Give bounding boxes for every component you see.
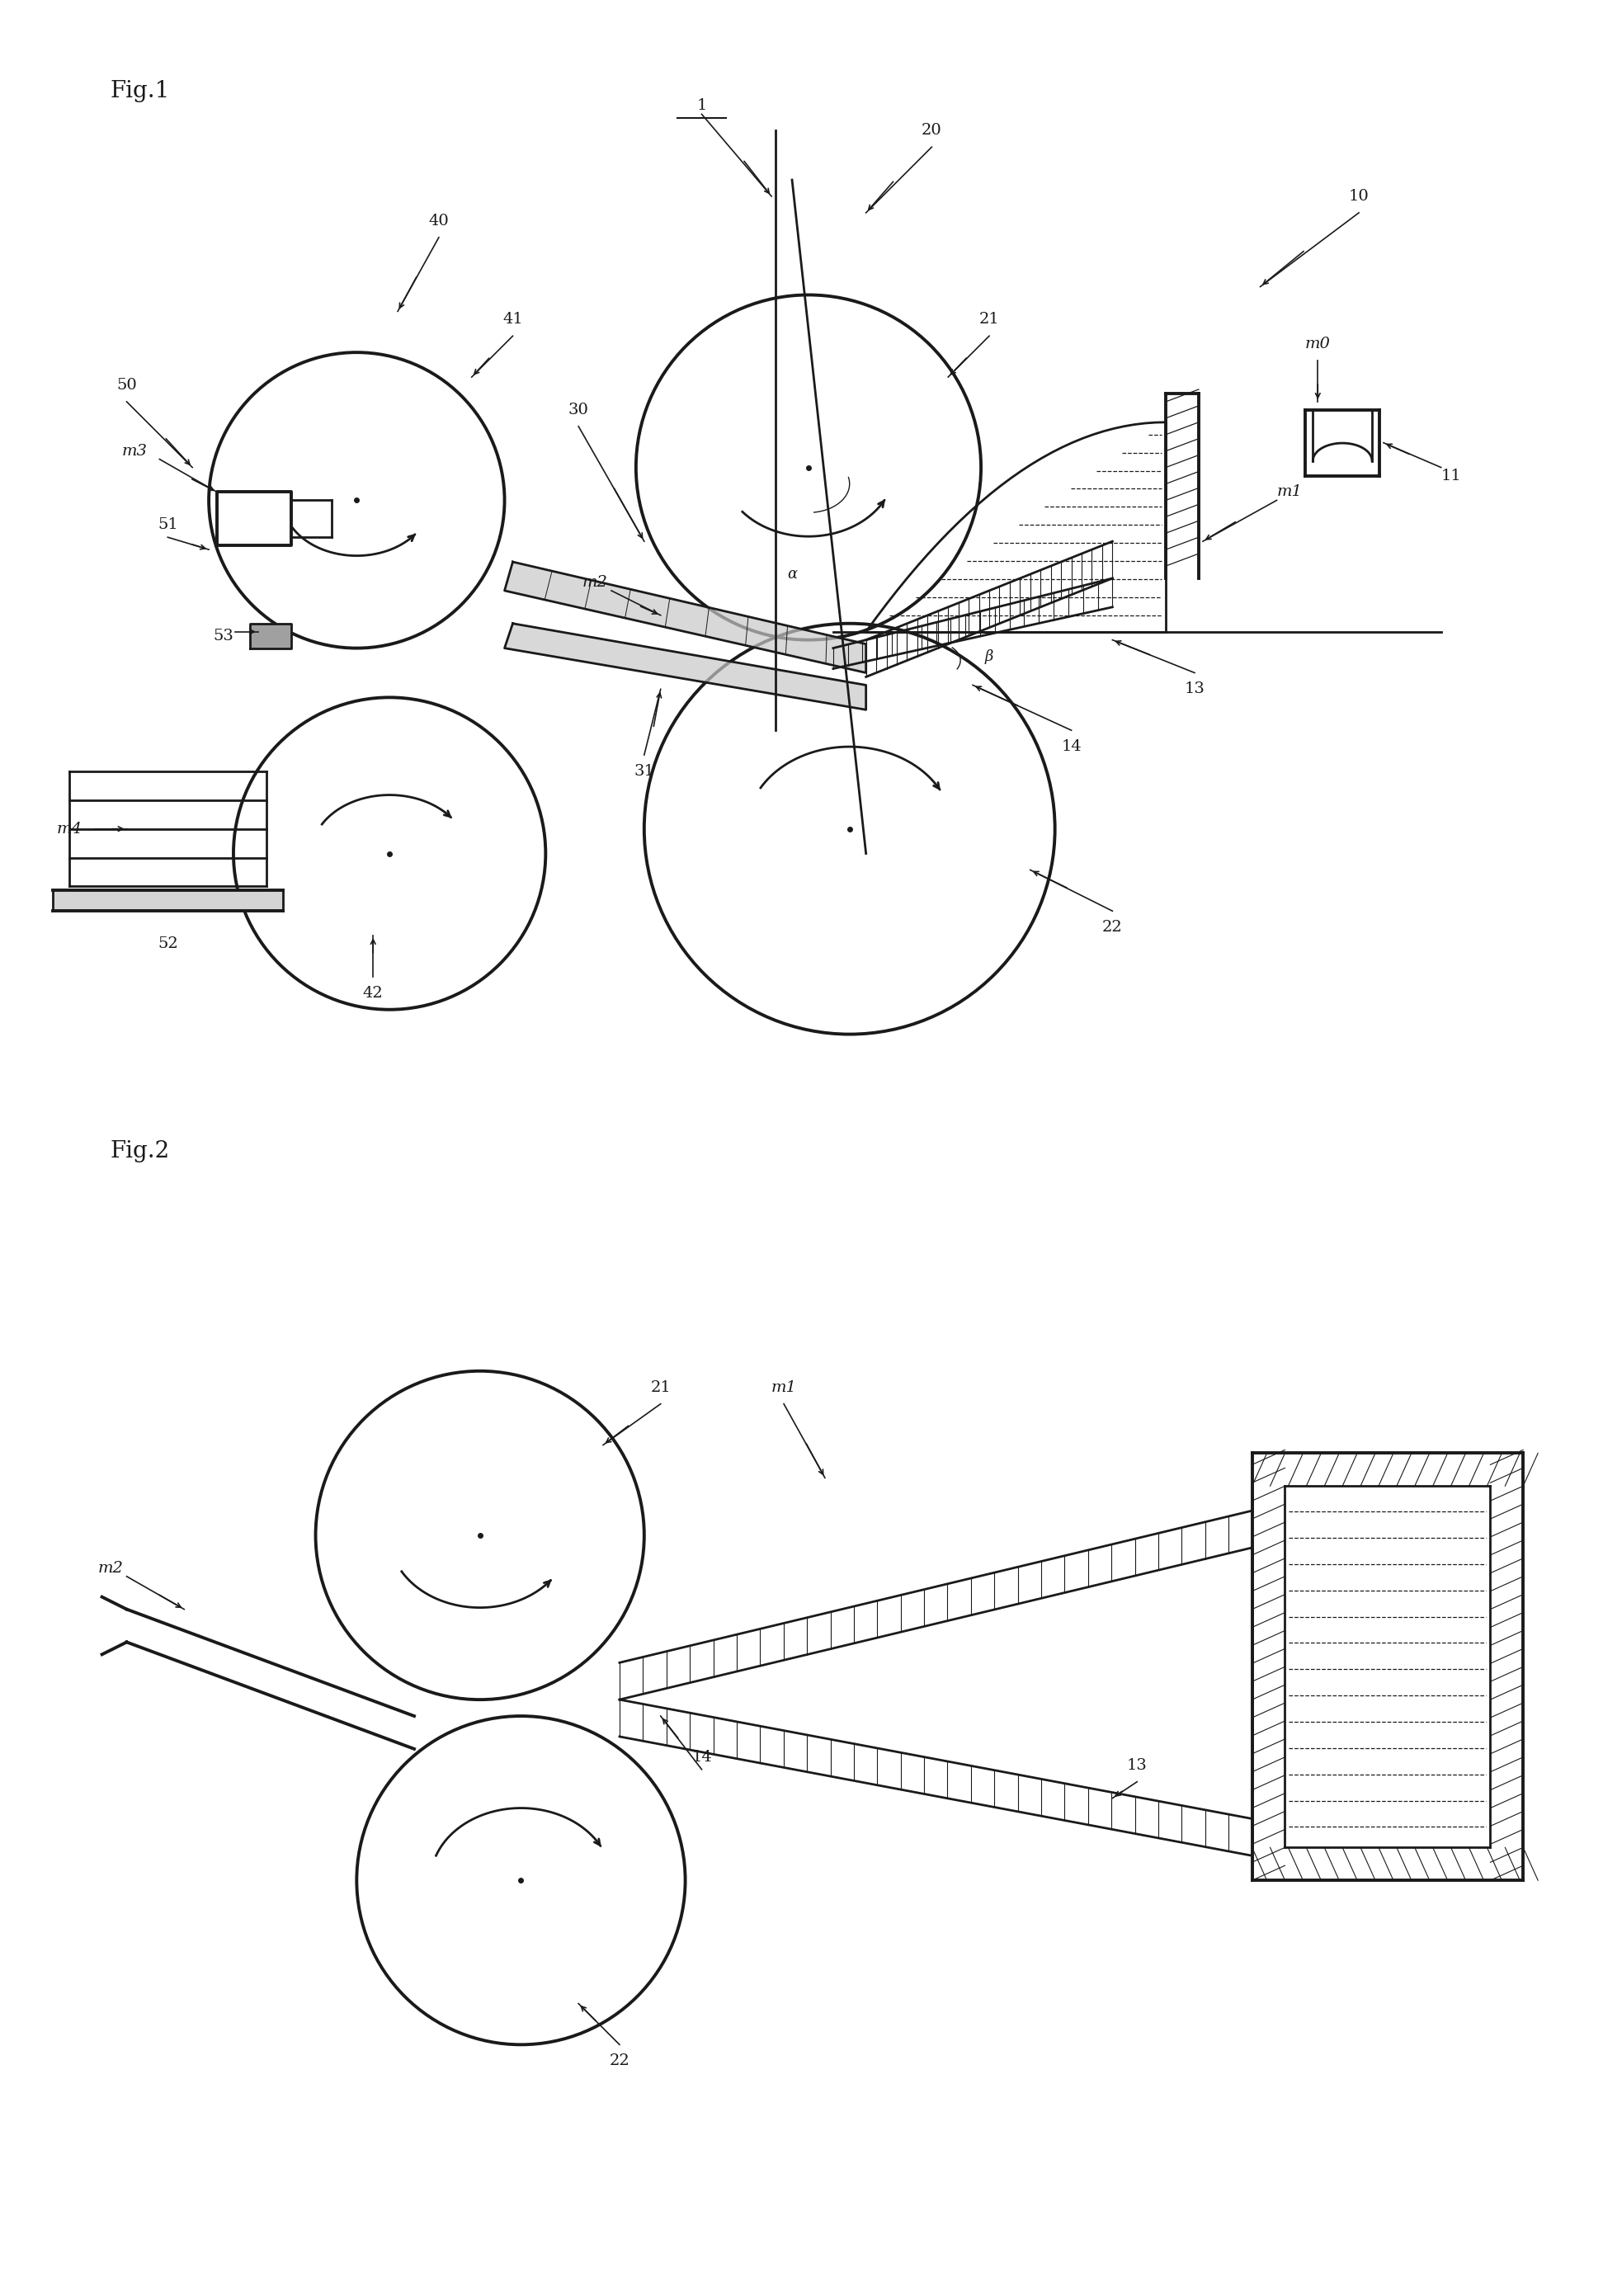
Text: Fig.1: Fig.1 — [111, 80, 170, 103]
Polygon shape — [505, 625, 866, 709]
Text: m4: m4 — [56, 822, 82, 836]
Text: 50: 50 — [117, 379, 136, 393]
Text: 20: 20 — [922, 124, 943, 138]
Text: 11: 11 — [1441, 468, 1462, 482]
Text: 51: 51 — [157, 517, 178, 533]
Text: m0: m0 — [1305, 338, 1330, 351]
Text: 21: 21 — [651, 1380, 670, 1396]
Polygon shape — [250, 625, 292, 647]
Text: 10: 10 — [1348, 188, 1369, 204]
Text: 13: 13 — [1185, 682, 1205, 696]
Polygon shape — [505, 563, 866, 673]
Text: 21: 21 — [979, 312, 999, 326]
Text: 41: 41 — [503, 312, 523, 326]
Text: 53: 53 — [213, 629, 234, 643]
Text: Fig.2: Fig.2 — [111, 1141, 170, 1162]
Text: 14: 14 — [691, 1750, 712, 1766]
Text: m3: m3 — [122, 443, 147, 459]
Text: 14: 14 — [1061, 739, 1082, 753]
Text: 22: 22 — [609, 2053, 630, 2069]
Text: m2: m2 — [582, 574, 608, 590]
Text: 52: 52 — [157, 937, 178, 951]
Text: 30: 30 — [567, 402, 588, 418]
Text: m2: m2 — [98, 1561, 123, 1575]
Text: 13: 13 — [1127, 1759, 1148, 1773]
Text: m1: m1 — [1276, 484, 1302, 501]
Text: α: α — [787, 567, 797, 581]
Text: 42: 42 — [362, 985, 383, 1001]
Text: 31: 31 — [633, 765, 654, 778]
Text: β: β — [984, 650, 994, 664]
Polygon shape — [53, 891, 282, 912]
Text: 1: 1 — [697, 99, 707, 113]
Text: m1: m1 — [771, 1380, 797, 1396]
Text: 22: 22 — [1103, 921, 1122, 934]
Text: 40: 40 — [428, 214, 449, 227]
